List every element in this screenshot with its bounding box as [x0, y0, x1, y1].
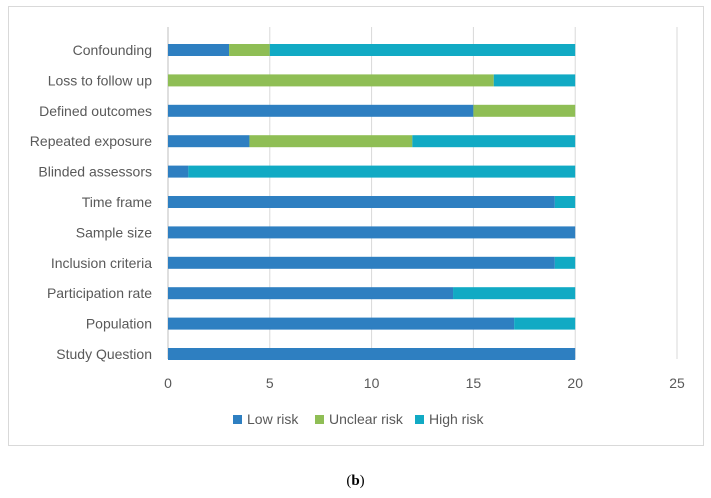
bar-inclusion-criteria-high-risk: [554, 256, 576, 269]
category-label-inclusion-criteria: Inclusion criteria: [51, 255, 152, 271]
legend-swatch-high-risk: [415, 415, 424, 424]
x-tick-15: 15: [466, 375, 482, 391]
category-label-repeated-exposure: Repeated exposure: [30, 133, 152, 149]
category-label-sample-size: Sample size: [76, 224, 152, 240]
category-label-time-frame: Time frame: [82, 194, 152, 210]
x-tick-25: 25: [669, 375, 685, 391]
category-labels: Confounding Loss to follow up Defined outc…: [30, 42, 152, 362]
bar-defined-outcomes-low-risk: [168, 104, 474, 117]
bar-time-frame-high-risk: [554, 196, 576, 208]
legend-swatch-low-risk: [233, 415, 242, 424]
bar-time-frame-low-risk: [168, 196, 555, 208]
x-tick-20: 20: [567, 375, 583, 391]
legend-label-high-risk: High risk: [429, 411, 484, 427]
bar-loss-to-follow-up-high-risk: [493, 74, 576, 87]
bar-population-high-risk: [514, 317, 576, 330]
bar-confounding-low-risk: [168, 44, 230, 56]
bar-repeated-exposure-high-risk: [412, 135, 576, 148]
x-tick-5: 5: [266, 375, 274, 391]
legend-label-low-risk: Low risk: [247, 411, 299, 427]
category-label-study-question: Study Question: [56, 346, 152, 362]
bar-repeated-exposure-low-risk: [168, 135, 250, 148]
category-label-participation-rate: Participation rate: [47, 285, 152, 301]
chart-frame: Confounding Loss to follow up Defined outc…: [8, 6, 704, 446]
x-tick-labels: 0 5 10 15 20 25: [164, 375, 685, 391]
bar-blinded-assessors-high-risk: [188, 165, 576, 178]
category-label-loss-to-follow-up: Loss to follow up: [48, 72, 152, 88]
category-label-population: Population: [86, 316, 152, 332]
legend-label-unclear-risk: Unclear risk: [329, 411, 404, 427]
bar-blinded-assessors-low-risk: [168, 165, 189, 178]
x-tick-0: 0: [164, 375, 172, 391]
bar-defined-outcomes-unclear-risk: [473, 104, 576, 117]
figure-caption: (b): [0, 473, 711, 490]
legend-swatch-unclear-risk: [315, 415, 324, 424]
category-label-defined-outcomes: Defined outcomes: [39, 103, 152, 119]
bar-repeated-exposure-unclear-risk: [249, 135, 413, 148]
category-label-blinded-assessors: Blinded assessors: [38, 164, 152, 180]
bar-confounding-high-risk: [269, 44, 576, 56]
bar-confounding-unclear-risk: [229, 44, 270, 56]
bar-participation-rate-low-risk: [168, 287, 454, 300]
x-tick-10: 10: [364, 375, 380, 391]
bar-inclusion-criteria-low-risk: [168, 256, 555, 269]
bar-sample-size-low-risk: [168, 226, 576, 239]
caption-open: (: [346, 473, 352, 489]
category-label-confounding: Confounding: [73, 42, 152, 58]
caption-close: ): [359, 473, 365, 489]
caption-letter: b: [351, 473, 360, 489]
bar-participation-rate-high-risk: [453, 287, 576, 300]
bar-population-low-risk: [168, 317, 515, 330]
bars: [168, 44, 576, 360]
bar-loss-to-follow-up-unclear-risk: [168, 74, 494, 87]
stacked-bar-chart: Confounding Loss to follow up Defined outc…: [30, 27, 685, 427]
legend: Low risk Unclear risk High risk: [233, 411, 484, 427]
bar-study-question-low-risk: [168, 348, 576, 360]
